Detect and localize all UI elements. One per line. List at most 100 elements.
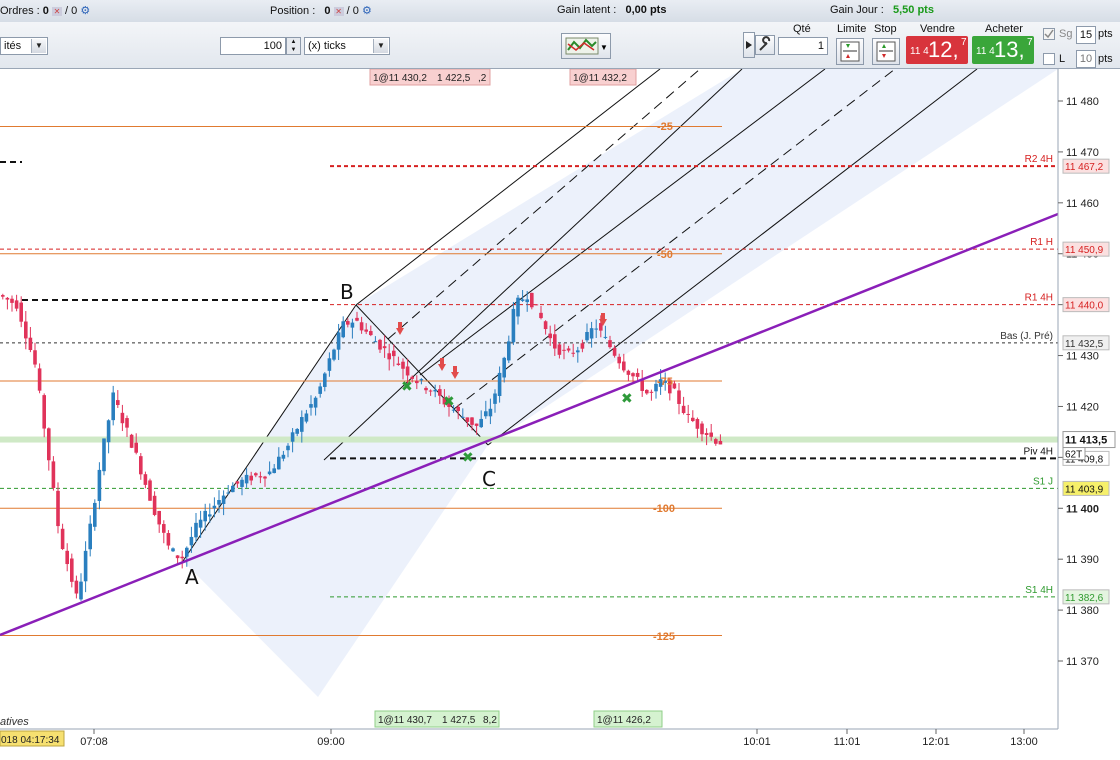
- candle-body: [70, 558, 74, 582]
- close-position-icon[interactable]: ✕: [333, 6, 344, 16]
- day-gain-value: 5,50 pts: [892, 4, 934, 16]
- candle-body: [350, 322, 355, 328]
- candle-body: [152, 495, 157, 515]
- candle-body: [217, 500, 221, 505]
- candle-body: [649, 391, 654, 393]
- candle-body: [318, 386, 322, 394]
- chart-tool-button[interactable]: ▼: [561, 33, 611, 59]
- candle-body: [304, 413, 309, 422]
- unit-select-value: ités: [4, 40, 22, 52]
- order-tag: 1@11 430,2: [373, 73, 427, 84]
- qte-input[interactable]: 1: [778, 37, 828, 55]
- level-label: S1 J: [1033, 476, 1053, 487]
- ticks-select[interactable]: (x) ticks ▼: [304, 37, 390, 55]
- sell-button[interactable]: 11 4 12, 7: [906, 36, 968, 64]
- ticks-select-value: (x) ticks: [308, 40, 346, 52]
- candle-body: [143, 474, 148, 485]
- price-chart[interactable]: R2 4H R1 H R1 4H Bas (J. Pré) Piv 4H S1 J S1 4…: [0, 69, 1120, 760]
- candle-body: [415, 380, 419, 384]
- orders-label: Ordres :: [0, 5, 40, 17]
- candle-body: [235, 481, 240, 484]
- order-tags-top[interactable]: 1@11 430,2 1 422,5 ,2 1@11 432,2: [369, 69, 637, 86]
- candle-body: [327, 358, 332, 371]
- limit-order-button[interactable]: [836, 38, 864, 65]
- candle-body: [484, 411, 488, 417]
- sg-checkbox[interactable]: [1043, 28, 1055, 40]
- level-price-cell: 11 432,5: [1065, 339, 1104, 350]
- candle-body: [516, 297, 520, 317]
- candle-body: [37, 368, 42, 391]
- quantity-stepper[interactable]: ▲ ▼: [286, 37, 301, 55]
- panel-collapse-button[interactable]: [743, 32, 755, 58]
- l-checkbox[interactable]: [1043, 53, 1055, 65]
- stop-order-button[interactable]: [872, 38, 900, 65]
- limite-label: Limite: [837, 23, 867, 35]
- order-markers: ✖ ✖ ✖ ✖: [396, 313, 633, 466]
- candle-body: [189, 536, 194, 546]
- candle-body: [470, 417, 474, 425]
- wrench-button[interactable]: [755, 35, 775, 55]
- sell-label: Vendre: [920, 23, 955, 35]
- buy-button[interactable]: 11 4 13, 7: [972, 36, 1034, 64]
- fib-label: -100: [653, 503, 675, 515]
- last-price-cell: 11 413,5: [1065, 435, 1107, 447]
- candle-body: [336, 332, 341, 350]
- candle-body: [493, 393, 497, 404]
- level-price-cells: 11 467,211 450,911 440,011 432,511 409,8…: [1062, 158, 1116, 605]
- l-label: L: [1059, 53, 1066, 65]
- order-tag: 1@11 430,7: [378, 715, 432, 726]
- trendline[interactable]: [0, 212, 1059, 637]
- candle-body: [608, 340, 612, 348]
- sg-input[interactable]: 15: [1076, 26, 1096, 44]
- close-orders-icon[interactable]: ✕: [51, 6, 62, 16]
- candle-body: [83, 550, 88, 582]
- candle-body: [599, 323, 603, 331]
- latent-gain-value: 0,00 pts: [625, 4, 667, 16]
- candlesticks: [1, 289, 723, 601]
- candle-body: [520, 299, 525, 301]
- candle-body: [530, 292, 534, 308]
- chevron-down-icon[interactable]: ▼: [31, 39, 46, 53]
- candle-body: [617, 356, 621, 364]
- candle-body: [566, 348, 571, 351]
- unit-select[interactable]: ités ▼: [0, 37, 48, 55]
- candle-body: [180, 556, 184, 559]
- candle-body: [249, 475, 253, 481]
- candle-body: [162, 524, 166, 533]
- x-tick-label: 13:00: [1010, 736, 1038, 748]
- y-tick-label: 11 400: [1066, 503, 1099, 515]
- candle-body: [14, 300, 19, 309]
- candle-body: [341, 321, 345, 338]
- order-tags-bottom[interactable]: 1@11 430,7 1 427,5 8,2 1@11 426,2: [374, 710, 663, 728]
- candle-body: [677, 390, 681, 404]
- level-price-cell: 11 467,2: [1065, 162, 1104, 173]
- candle-body: [612, 347, 617, 356]
- limit-order-icon: [840, 41, 860, 62]
- candle-body: [79, 581, 83, 600]
- horizontal-levels: R2 4H R1 H R1 4H Bas (J. Pré) Piv 4H S1 J S1 4…: [0, 125, 1058, 637]
- candle-body: [47, 428, 51, 461]
- candle-body: [244, 474, 249, 484]
- fib-label: -125: [653, 631, 675, 643]
- chart-tool-icon: ▼: [565, 37, 608, 55]
- x-tick-label: 11:01: [834, 736, 861, 748]
- chevron-down-icon[interactable]: ▼: [373, 39, 388, 53]
- l-input[interactable]: 10: [1076, 50, 1096, 68]
- fib-labels: -25 -50 -75 -100 -125: [653, 121, 675, 643]
- level-label: R2 4H: [1025, 154, 1053, 165]
- candle-body: [277, 456, 281, 470]
- quantity-input[interactable]: 100: [220, 37, 286, 55]
- sell-price-prefix: 11 4: [910, 46, 929, 57]
- orders-gear-icon[interactable]: ⚙: [80, 5, 91, 17]
- candle-body: [433, 389, 437, 392]
- candle-body: [645, 389, 649, 394]
- sell-arrow-icon: [396, 313, 607, 379]
- position-gear-icon[interactable]: ⚙: [361, 5, 372, 17]
- candle-body: [10, 298, 14, 303]
- sg-label: Sg: [1059, 28, 1073, 40]
- stop-label: Stop: [874, 23, 897, 35]
- svg-text:▼: ▼: [600, 43, 608, 52]
- candle-body: [714, 439, 718, 444]
- candle-body: [258, 476, 263, 478]
- latent-gain-label: Gain latent :: [557, 4, 617, 16]
